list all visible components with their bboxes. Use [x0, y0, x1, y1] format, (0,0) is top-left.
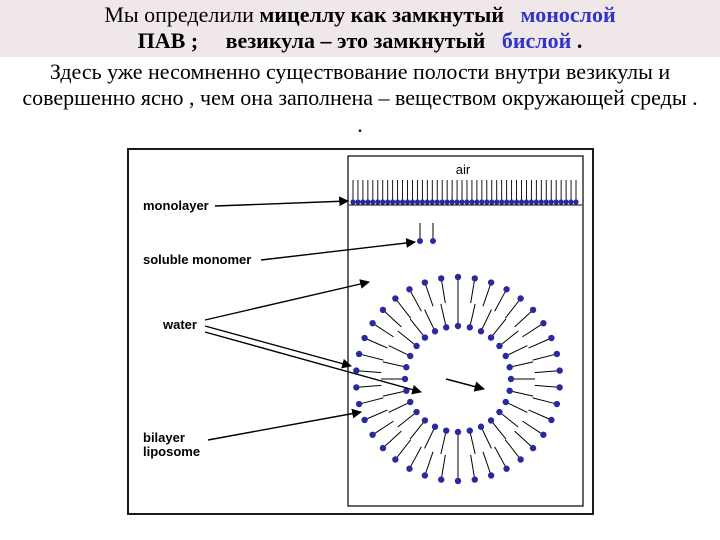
title-bold-2: ПАВ ; — [138, 28, 199, 53]
svg-text:bilayer: bilayer — [143, 430, 185, 445]
title-term-monolayer: монослой — [521, 2, 616, 27]
vesicle-diagram: air monolayer soluble monomer water bilayerl… — [123, 144, 598, 519]
title-period: . — [577, 28, 583, 53]
subheading-text: Здесь уже несомненно существование полос… — [0, 59, 720, 138]
svg-text:water: water — [162, 317, 197, 332]
title-text: Мы определили — [104, 2, 259, 27]
title-term-bilayer: бислой — [502, 28, 571, 53]
title-line-1: Мы определили мицеллу как замкнутый моно… — [20, 2, 700, 28]
svg-text:liposome: liposome — [143, 444, 200, 459]
title-bold-3: везикула – это замкнутый — [226, 28, 486, 53]
svg-text:soluble monomer: soluble monomer — [143, 252, 251, 267]
diagram-container: air monolayer soluble monomer water bilayerl… — [0, 144, 720, 519]
title-highlight-box: Мы определили мицеллу как замкнутый моно… — [0, 0, 720, 57]
title-line-2: ПАВ ; везикула – это замкнутый бислой . — [20, 28, 700, 54]
svg-text:air: air — [455, 162, 470, 177]
title-bold: мицеллу как замкнутый — [259, 2, 504, 27]
svg-text:monolayer: monolayer — [143, 198, 209, 213]
